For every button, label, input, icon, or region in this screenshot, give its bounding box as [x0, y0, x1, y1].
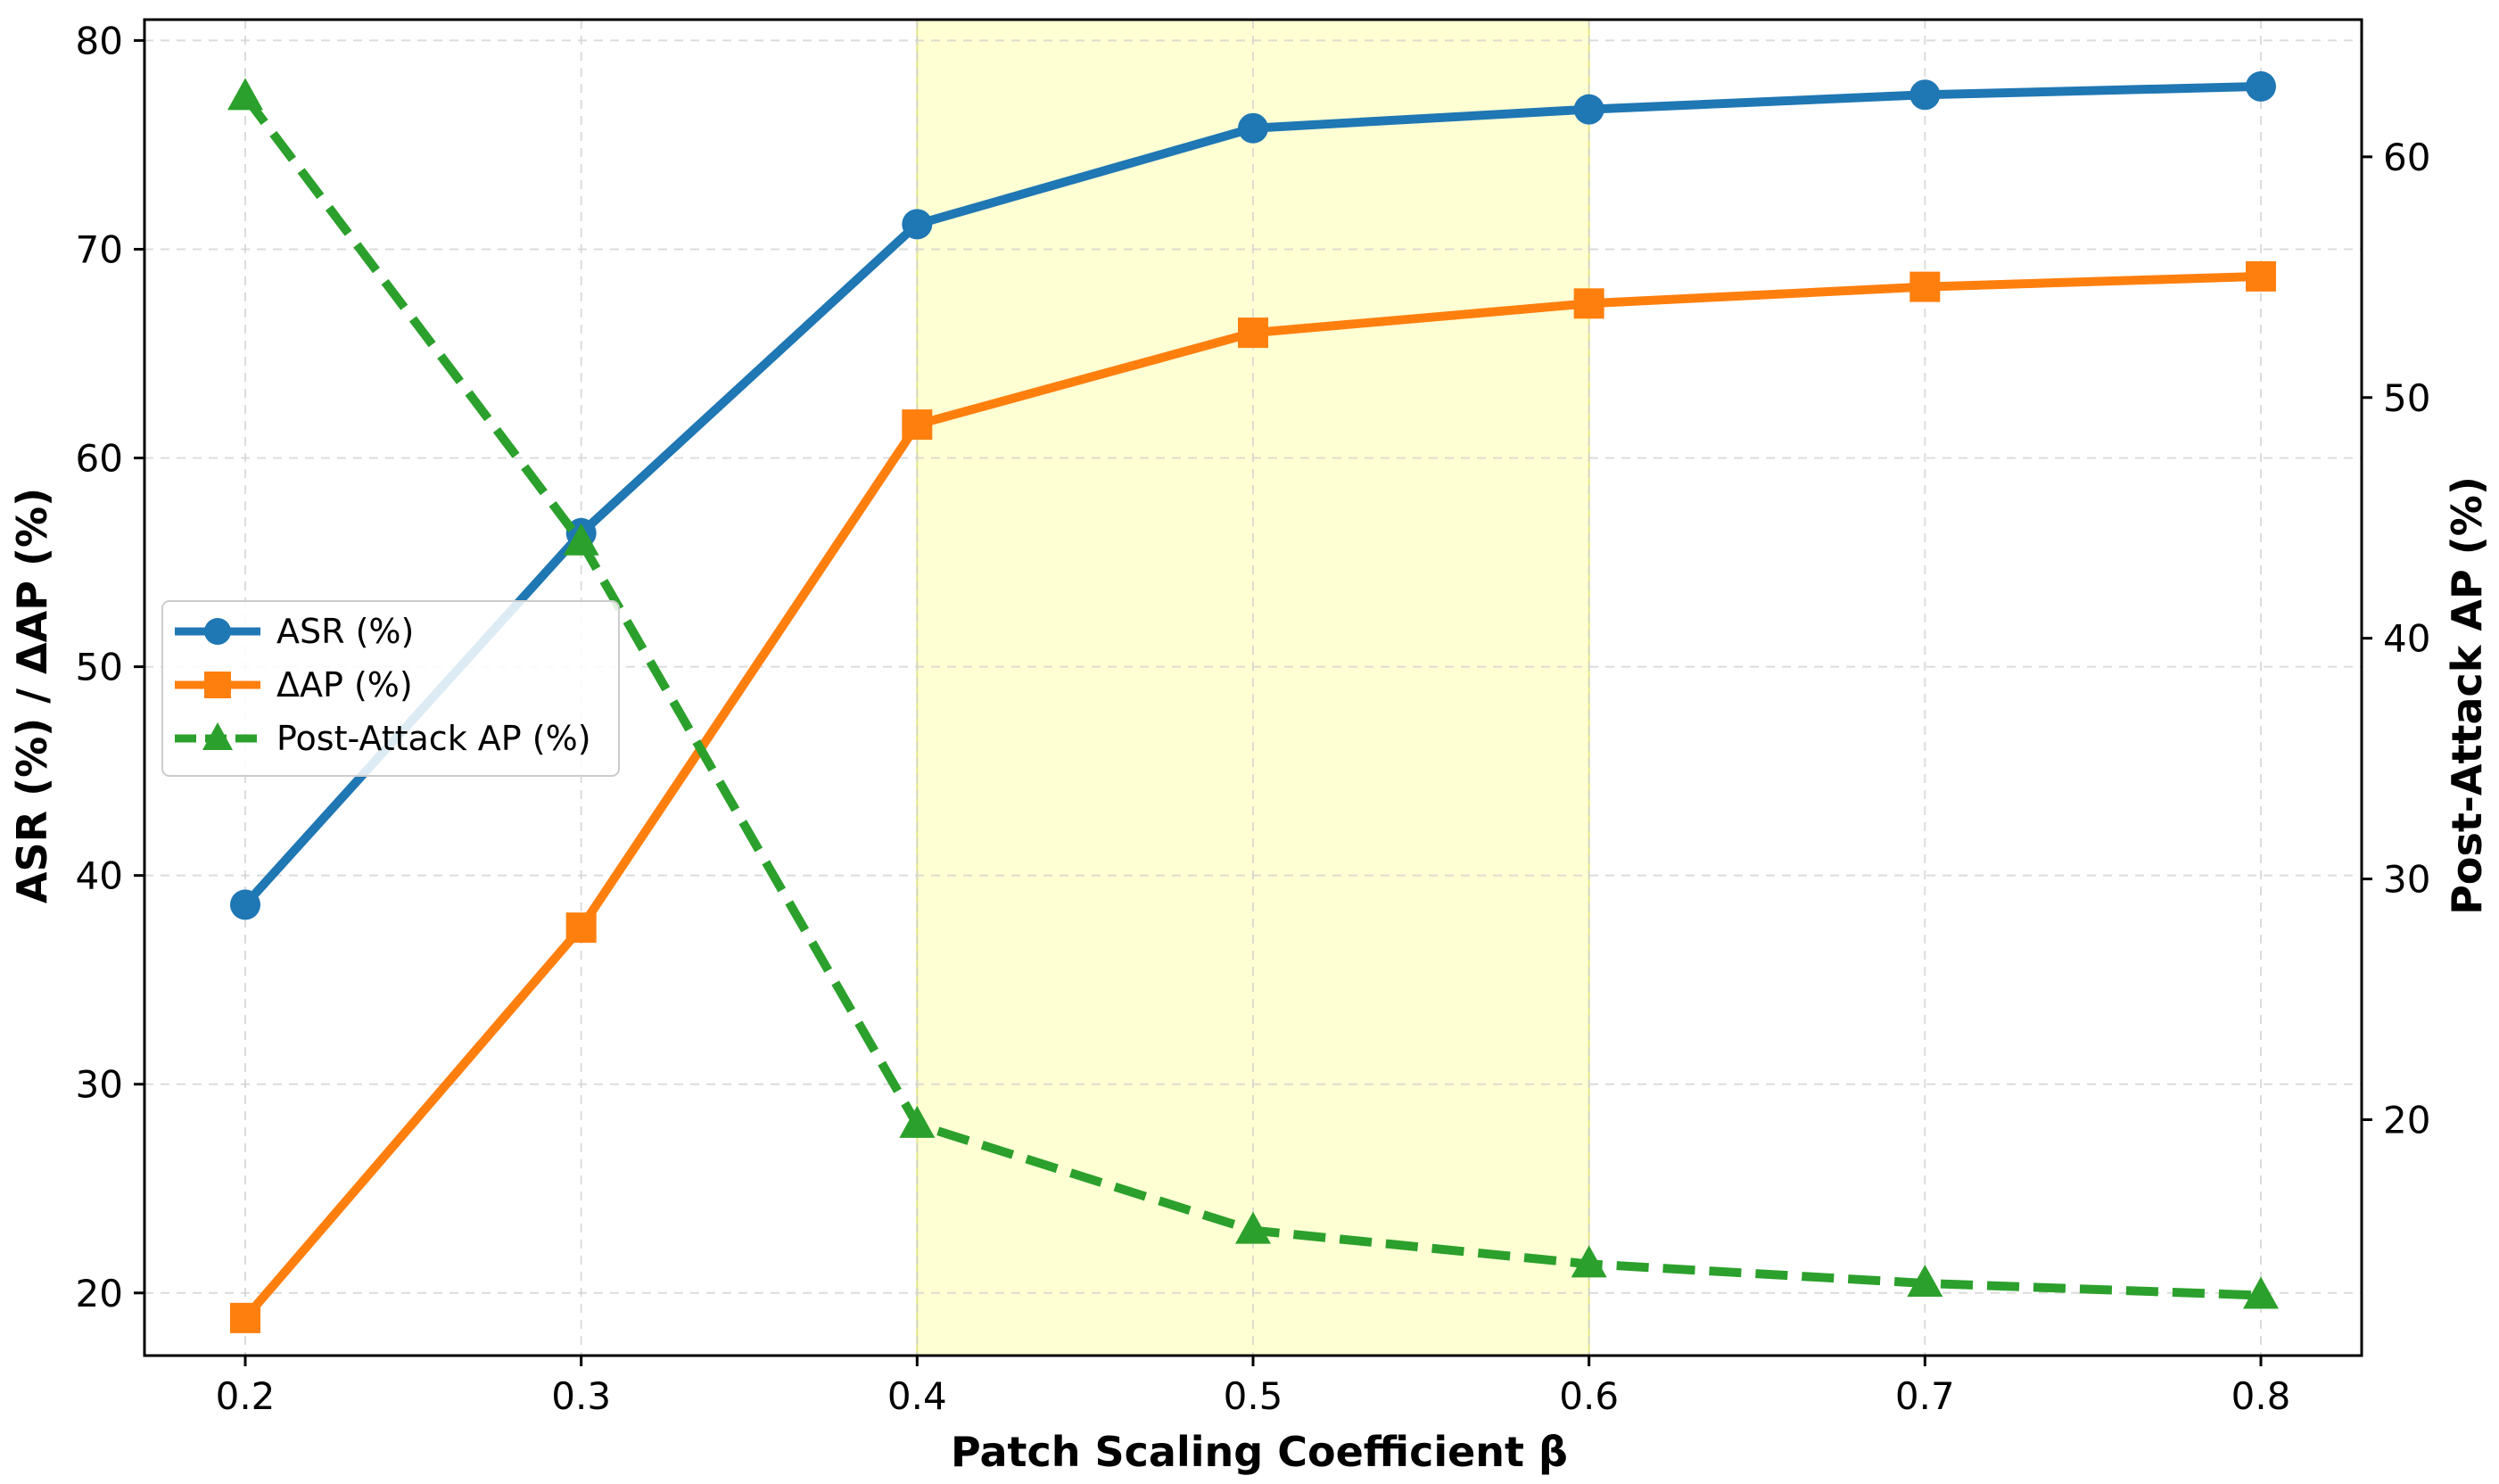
series-2-point-6: [2243, 1276, 2279, 1309]
y-left-tick-label-5: 70: [76, 227, 123, 271]
series-0-point-0: [230, 889, 260, 920]
series-2-point-3: [1235, 1211, 1271, 1244]
series-2-point-4: [1571, 1245, 1607, 1278]
series-1-point-1: [565, 912, 597, 944]
series-0-point-4: [1573, 94, 1604, 125]
legend: ASR (%) ΔAP (%) Post-Attack AP (%): [161, 600, 620, 777]
x-tick-label-3: 0.5: [1224, 1374, 1283, 1418]
series-0-point-2: [902, 209, 933, 240]
y-right-tick-label-1: 30: [2383, 858, 2430, 902]
series-0-point-5: [1909, 79, 1941, 111]
x-tick-label-6: 0.8: [2231, 1374, 2291, 1418]
y-right-tick-label-2: 40: [2383, 617, 2430, 661]
series-0-point-6: [2246, 70, 2276, 102]
x-tick-label-0: 0.2: [216, 1374, 276, 1418]
series-2-point-2: [899, 1105, 936, 1138]
y-left-tick-label-4: 60: [76, 437, 123, 481]
y-axis-right-label: Post-Attack AP (%): [2443, 476, 2491, 915]
x-tick-label-1: 0.3: [551, 1374, 611, 1418]
y-right-tick-label-0: 20: [2383, 1098, 2430, 1142]
series-2-point-1: [563, 523, 599, 556]
y-left-tick-label-3: 50: [76, 646, 123, 689]
legend-label-2: Post-Attack AP (%): [276, 719, 591, 758]
x-axis-label: Patch Scaling Coefficient β: [951, 1428, 1568, 1476]
series-2-point-0: [227, 78, 263, 111]
y-left-tick-label-0: 20: [76, 1272, 123, 1315]
series-1-point-4: [1573, 288, 1604, 319]
legend-label-0: ASR (%): [276, 612, 414, 651]
x-tick-label-5: 0.7: [1895, 1374, 1955, 1418]
legend-label-1: ΔAP (%): [276, 665, 413, 705]
x-tick-label-2: 0.4: [887, 1374, 947, 1418]
y-right-tick-label-3: 50: [2383, 376, 2430, 420]
legend-marker-0: [204, 618, 231, 645]
y-left-tick-label-6: 80: [76, 19, 123, 62]
series-1-point-0: [230, 1302, 260, 1333]
legend-marker-1: [204, 672, 231, 698]
y-left-tick-label-1: 30: [76, 1063, 123, 1107]
x-tick-label-4: 0.6: [1559, 1374, 1619, 1418]
y-axis-left-label: ASR (%) / ΔAP (%): [8, 488, 56, 903]
y-left-tick-label-2: 40: [76, 854, 123, 898]
series-1-point-5: [1909, 271, 1941, 302]
legend-box: [161, 600, 620, 777]
y-right-tick-label-4: 60: [2383, 136, 2430, 179]
series-1-point-3: [1238, 317, 1268, 349]
series-1-point-2: [902, 409, 933, 441]
series-2-point-5: [1907, 1265, 1943, 1298]
series-0-point-3: [1238, 112, 1268, 144]
legend-marker-2: [202, 722, 233, 750]
series-1-point-6: [2246, 260, 2276, 292]
